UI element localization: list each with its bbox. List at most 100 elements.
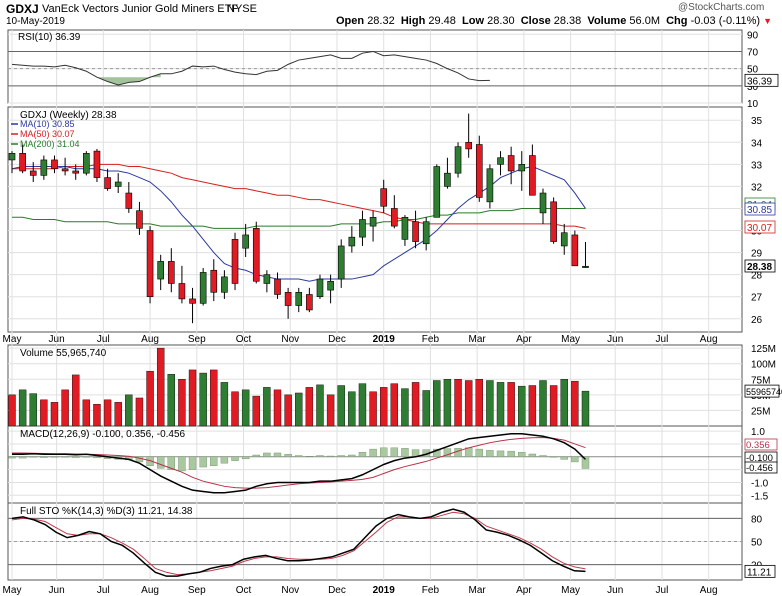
- candle-body: [242, 234, 249, 249]
- x-tick-label: Jun: [49, 334, 65, 345]
- macd-value-text: 0.356: [746, 440, 770, 451]
- macd-histogram-bar: [305, 456, 314, 457]
- macd-histogram-bar: [369, 448, 377, 458]
- macd-histogram-bar: [220, 456, 229, 464]
- macd-signal-line: [12, 437, 586, 489]
- x-tick-label: Mar: [469, 585, 487, 596]
- low-value: 28.30: [487, 15, 515, 27]
- volume-bar: [103, 399, 112, 427]
- macd-histogram-bar: [40, 456, 48, 458]
- macd-histogram-bar: [571, 456, 579, 463]
- candle-body: [83, 153, 90, 174]
- volume-value: 56.0M: [629, 15, 660, 27]
- macd-histogram-bar: [528, 453, 537, 457]
- volume-bar: [93, 403, 101, 427]
- price-legend: GDXJ (Weekly) 28.38: [20, 110, 117, 121]
- sto-d-line: [11, 511, 586, 576]
- candle-body: [486, 168, 494, 203]
- x-tick-label: Apr: [516, 334, 532, 345]
- volume-bar: [8, 394, 16, 427]
- volume-bar: [369, 391, 377, 427]
- macd-histogram-bar: [348, 454, 356, 457]
- volume-bar: [549, 385, 558, 427]
- candle-body: [157, 261, 164, 280]
- x-tick-label: Nov: [281, 585, 299, 596]
- candle-body: [518, 164, 526, 172]
- macd-histogram-bar: [72, 456, 80, 458]
- macd-histogram-bar: [539, 455, 547, 457]
- x-tick-label: Jul: [97, 334, 110, 345]
- chg-label: Chg: [666, 15, 688, 27]
- rsi-tick-label: 50: [747, 65, 759, 76]
- volume-bar: [411, 382, 420, 427]
- candle-body: [295, 291, 303, 306]
- price-tick-label: 33: [751, 160, 763, 171]
- volume-bar: [475, 379, 483, 427]
- macd-histogram-bar: [454, 448, 462, 457]
- high-label: High: [400, 15, 426, 27]
- candle-body: [433, 166, 441, 218]
- x-tick-label: Aug: [141, 334, 159, 345]
- candle-body: [178, 283, 186, 300]
- macd-tick-label: -1.0: [751, 478, 769, 489]
- candle-body: [189, 298, 196, 304]
- volume-bar: [40, 399, 48, 427]
- header-date: 10-May-2019: [6, 16, 65, 27]
- x-tick-label: Sep: [188, 585, 206, 596]
- price-value-tag: [744, 202, 776, 216]
- candle-body: [550, 201, 557, 242]
- candle-body: [146, 230, 154, 298]
- volume-bar: [464, 380, 473, 427]
- x-tick-label: Dec: [328, 334, 346, 345]
- macd-line: [12, 432, 587, 494]
- macd-histogram-bar: [252, 454, 260, 457]
- rsi-value-tag: [744, 73, 779, 87]
- sto-legend: Full STO %K(14,3) %D(3) 11.21, 14.38: [20, 506, 193, 517]
- candle-body: [422, 221, 430, 245]
- volume-bar: [273, 389, 282, 427]
- volume-bar: [528, 385, 537, 427]
- volume-bar: [199, 372, 207, 427]
- macd-histogram-bar: [560, 456, 568, 460]
- candle-body: [40, 159, 48, 176]
- close-value: 28.38: [553, 15, 582, 27]
- macd-value-text: -0.456: [746, 463, 773, 474]
- header-symbol: GDXJ: [6, 2, 39, 16]
- x-tick-label: Mar: [469, 334, 487, 345]
- candle-body: [401, 216, 409, 240]
- rsi-tick-label: 10: [747, 99, 759, 110]
- candle-body: [72, 170, 80, 174]
- volume-tick-label: 75M: [751, 375, 770, 386]
- x-tick-label: Jun: [49, 585, 65, 596]
- chg-down-icon: ▼: [763, 16, 773, 26]
- x-tick-label: Jul: [656, 334, 669, 345]
- price-value-text: 30.07: [747, 223, 772, 234]
- rsi-tick-label: 30: [747, 82, 759, 93]
- macd-histogram-bar: [167, 456, 176, 470]
- macd-histogram-bar: [231, 456, 239, 461]
- rsi-line: [11, 50, 490, 86]
- macd-histogram-bar: [61, 456, 69, 458]
- volume-tick-label: 100M: [751, 360, 776, 371]
- sto-tick-label: 80: [751, 514, 763, 525]
- x-tick-label: Feb: [422, 334, 440, 345]
- macd-histogram-bar: [358, 451, 367, 457]
- rsi-legend: RSI(10) 36.39: [18, 32, 81, 43]
- macd-histogram-bar: [263, 452, 271, 458]
- candle-body: [136, 210, 143, 229]
- volume-value-text: 55965740: [746, 387, 782, 397]
- candle-body: [210, 269, 218, 293]
- macd-histogram-bar: [401, 448, 409, 457]
- volume-bar: [146, 370, 154, 427]
- x-tick-label: 2019: [373, 334, 396, 345]
- header-name: VanEck Vectors Junior Gold Miners ETF: [42, 3, 239, 15]
- macd-histogram-bar: [93, 456, 101, 459]
- candle-body: [380, 188, 388, 207]
- macd-histogram-bar: [241, 456, 250, 460]
- x-tick-label: May: [561, 585, 580, 596]
- macd-histogram-bar: [295, 455, 303, 457]
- x-tick-label: Oct: [236, 585, 252, 596]
- sto-tick-label: 50: [751, 538, 763, 549]
- candle-body: [497, 157, 504, 165]
- price-tick-label: 34: [751, 138, 763, 149]
